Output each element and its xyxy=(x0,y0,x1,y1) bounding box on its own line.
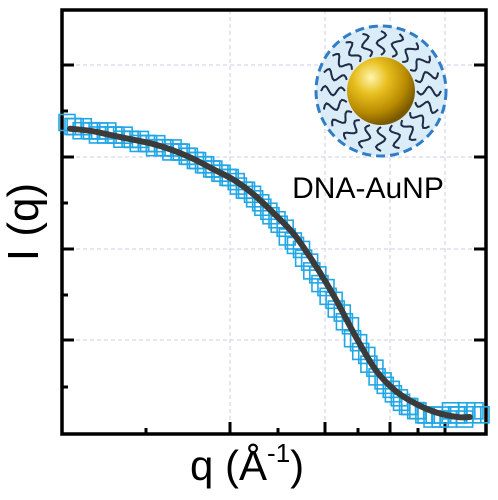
dna-strand xyxy=(332,52,353,70)
dna-strands xyxy=(320,30,442,152)
fit-line xyxy=(67,125,473,421)
dna-strand xyxy=(400,119,417,142)
nanoparticle-illustration xyxy=(314,24,448,158)
data-points xyxy=(58,113,490,428)
dna-strand xyxy=(322,98,348,112)
x-axis-label-superscript: -1 xyxy=(267,438,290,468)
dna-strand xyxy=(390,33,405,58)
plot-frame xyxy=(60,8,488,436)
x-axis-label-main: q (Å xyxy=(190,442,267,489)
y-axis-label: I (q) xyxy=(0,183,48,261)
dna-strand xyxy=(323,67,348,82)
dna-strand xyxy=(409,112,430,130)
data-point-square xyxy=(466,401,484,420)
dna-strand xyxy=(414,100,439,115)
dna-strand xyxy=(360,32,374,58)
dna-strand xyxy=(409,55,432,72)
x-axis-label: q (Å-1) xyxy=(190,438,304,489)
dna-strand xyxy=(388,124,402,150)
dna-strand xyxy=(416,85,442,98)
dna-strand xyxy=(342,119,360,140)
data-point-square xyxy=(341,316,360,335)
data-point-square xyxy=(472,405,490,424)
dna-strand xyxy=(375,30,388,56)
dna-strand xyxy=(374,126,387,152)
annotation-label: DNA-AuNP xyxy=(292,172,444,205)
x-axis-label-close: ) xyxy=(290,442,304,489)
axis-ticks xyxy=(60,63,486,434)
dna-strand xyxy=(320,84,346,97)
dna-strand xyxy=(330,110,353,127)
dna-strand xyxy=(357,124,372,149)
dna-strand xyxy=(402,42,420,63)
dna-strand xyxy=(345,40,362,63)
dna-strand xyxy=(414,70,440,84)
gold-core xyxy=(347,57,415,125)
